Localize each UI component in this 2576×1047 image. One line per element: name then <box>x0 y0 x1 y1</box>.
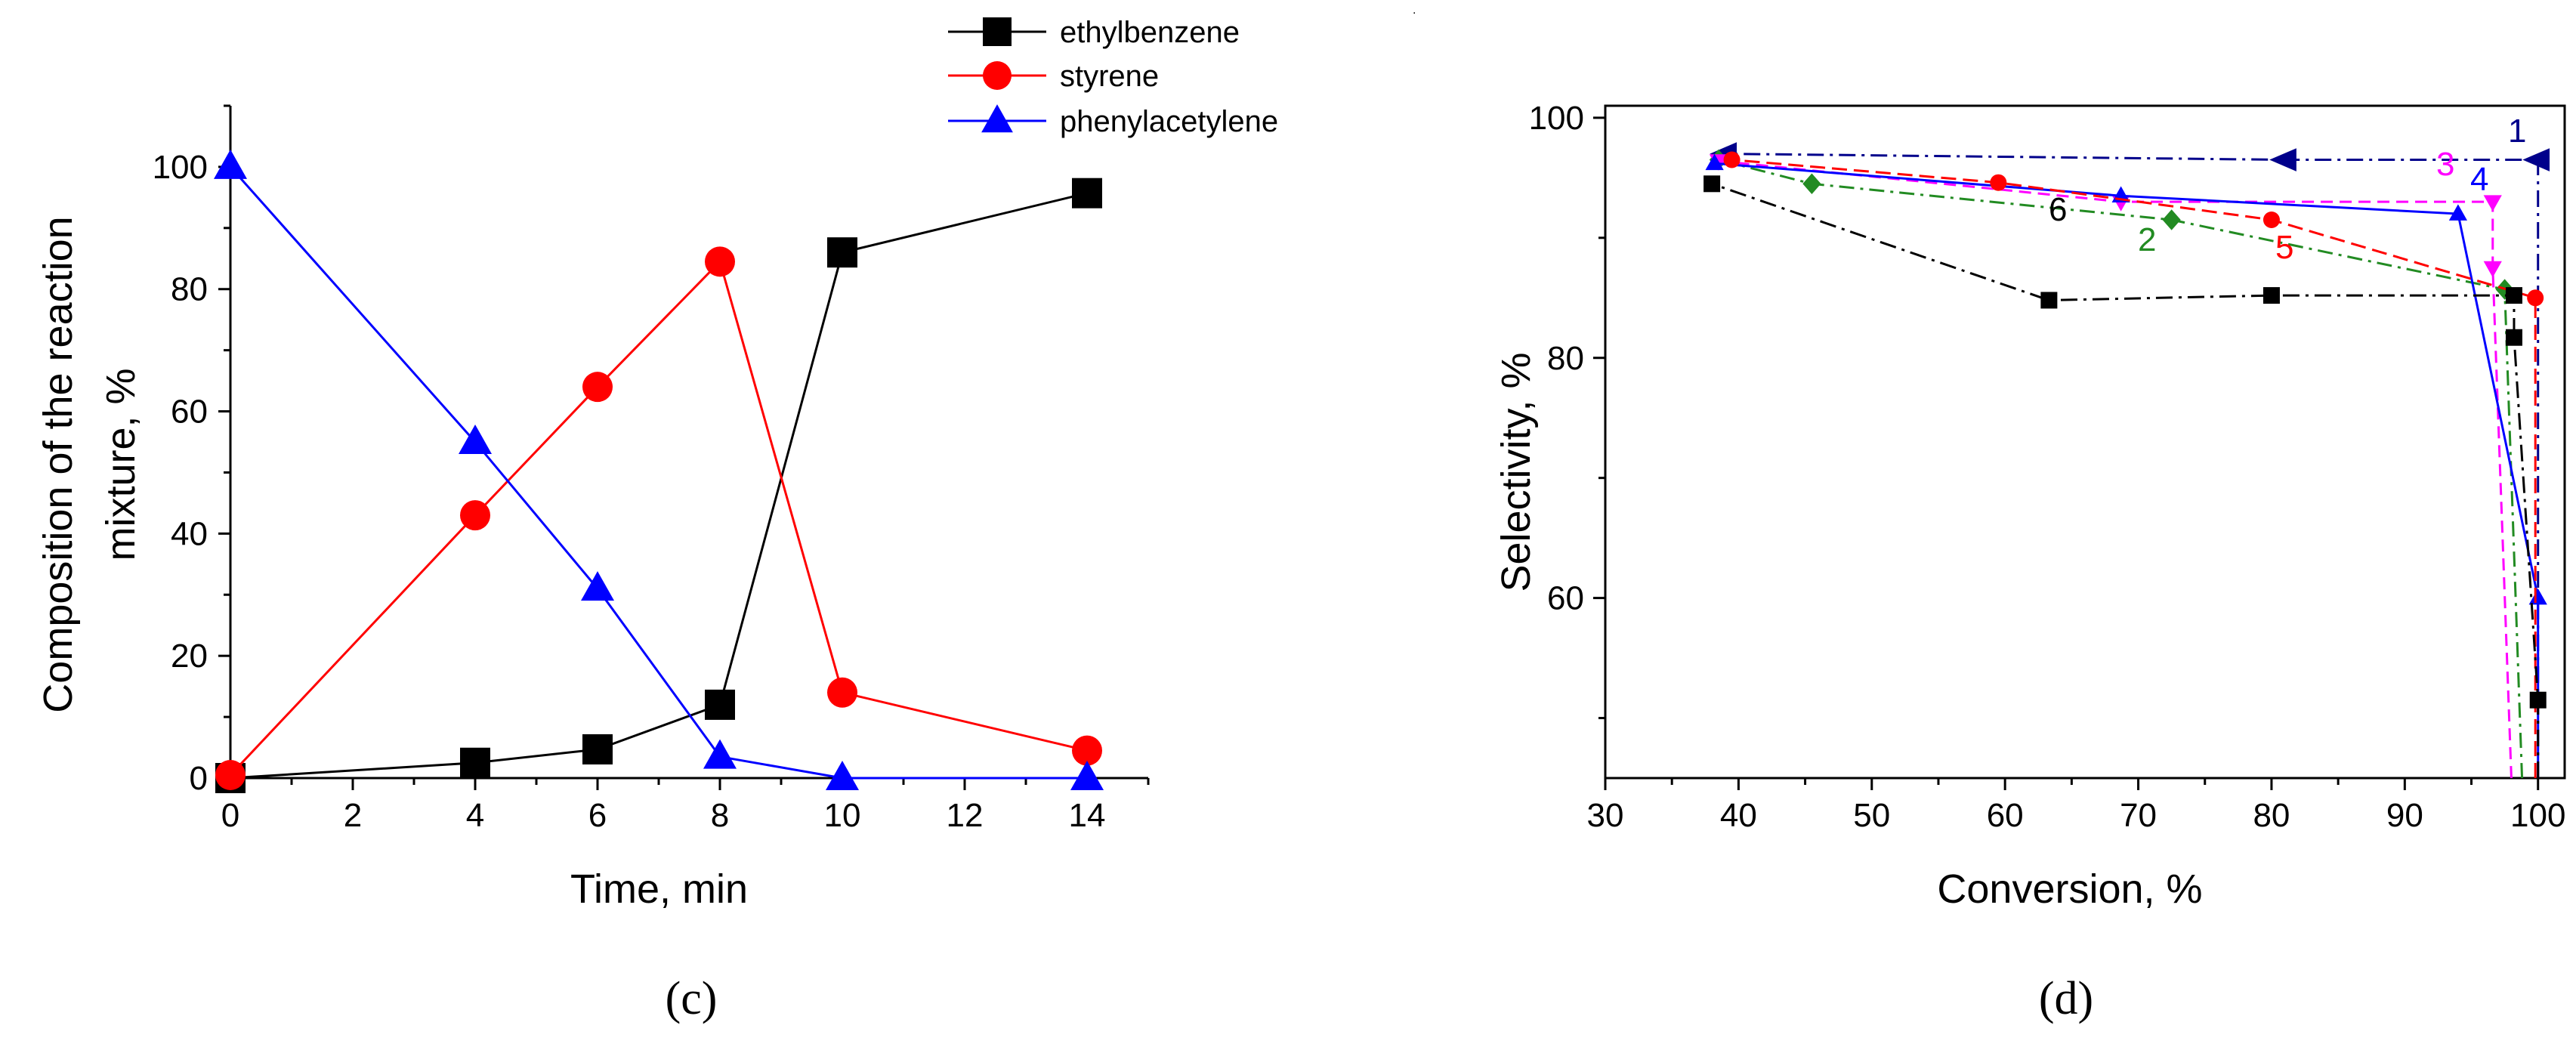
legend-label-styrene: styrene <box>1060 60 1159 93</box>
curve-line-1 <box>1725 153 2540 778</box>
x-tick-label: 14 <box>1069 797 1106 834</box>
y-tick-label: 40 <box>171 515 208 552</box>
chart-c: 0 2 4 6 8 10 12 14 0 20 40 60 80 100 Time, min Composit… <box>36 16 1278 1024</box>
point-styrene <box>582 372 613 403</box>
x-tick-label: 70 <box>2120 797 2157 834</box>
x-tick-label: 50 <box>1853 797 1890 834</box>
y-axis-label: Selectivity, % <box>1493 352 1539 591</box>
point-styrene <box>1072 735 1102 766</box>
series-line-ethylbenzene <box>230 192 1088 780</box>
point-phenylacetylene <box>1070 761 1104 790</box>
curve-point-2 <box>2162 209 2181 230</box>
legend-marker-phenylacetylene <box>981 104 1013 133</box>
curve-line-5 <box>1731 159 2537 778</box>
curve-point-6 <box>2505 287 2522 304</box>
y-tick-label: 100 <box>1529 100 1584 137</box>
x-tick-label: 0 <box>221 797 239 834</box>
curve-point-3 <box>2483 261 2502 278</box>
point-phenylacetylene <box>581 571 614 601</box>
legend-marker-ethylbenzene <box>983 17 1012 46</box>
curve-label-5: 5 <box>2275 229 2293 266</box>
curve-point-1 <box>2269 148 2296 171</box>
curve-point-5 <box>2527 289 2544 307</box>
x-tick-label: 30 <box>1587 797 1624 834</box>
point-phenylacetylene <box>703 739 737 769</box>
curve-point-4 <box>2528 588 2547 605</box>
point-phenylacetylene <box>214 149 247 179</box>
point-phenylacetylene <box>459 425 492 454</box>
curve-line-6 <box>1711 182 2540 778</box>
x-axis-label: Time, min <box>570 866 748 912</box>
x-tick-label: 4 <box>466 797 484 834</box>
point-ethylbenzene <box>1072 178 1102 208</box>
curve-line-3 <box>1718 159 2513 779</box>
y-tick-label: 0 <box>190 760 208 797</box>
panel-label-c: (c) <box>666 973 718 1024</box>
legend-label-ethylbenzene: ethylbenzene <box>1060 16 1240 49</box>
chart-d: 30 40 50 60 70 80 90 100 60 80 100 Conversion, % Sel… <box>1493 100 2566 1024</box>
point-ethylbenzene <box>705 689 735 720</box>
y-axis-label-line1: Composition of the reaction <box>36 216 81 712</box>
point-styrene <box>215 759 246 790</box>
x-tick-label: 10 <box>824 797 861 834</box>
panel-label-d: (d) <box>2039 973 2093 1024</box>
series-line-phenylacetylene <box>229 165 1087 780</box>
curve-point-3 <box>2483 195 2502 212</box>
curve-point-5 <box>2262 211 2280 228</box>
x-tick-label: 100 <box>2510 797 2565 834</box>
y-tick-label: 100 <box>153 149 208 186</box>
curve-point-4 <box>2448 204 2467 221</box>
y-tick-label: 60 <box>171 394 208 431</box>
legend-label-phenylacetylene: phenylacetylene <box>1060 105 1278 138</box>
x-tick-label: 40 <box>1720 797 1757 834</box>
point-styrene <box>460 500 490 531</box>
curve-label-3: 3 <box>2436 146 2454 183</box>
curve-point-6 <box>2505 329 2522 346</box>
x-tick-label: 12 <box>947 797 984 834</box>
plot-frame <box>1604 104 2566 780</box>
x-tick-label: 6 <box>588 797 607 834</box>
legend-marker-styrene <box>983 61 1012 90</box>
x-tick-label: 60 <box>1987 797 2024 834</box>
curve-point-6 <box>2262 287 2280 304</box>
curve-point-6 <box>2529 691 2547 709</box>
curve-label-2: 2 <box>2138 221 2156 258</box>
curve-point-6 <box>2040 292 2058 309</box>
curve-point-5 <box>1723 151 1740 168</box>
curve-label-1: 1 <box>2508 113 2526 150</box>
y-axis-label-line2: mixture, % <box>98 368 144 561</box>
curve-label-6: 6 <box>2049 191 2067 228</box>
y-tick-label: 20 <box>171 638 208 675</box>
x-tick-label: 2 <box>344 797 362 834</box>
x-tick-label: 8 <box>711 797 729 834</box>
curve-line-2 <box>1718 159 2524 779</box>
x-axis-label: Conversion, % <box>1937 866 2202 912</box>
curve-line-4 <box>1714 162 2540 778</box>
curve-label-4: 4 <box>2470 161 2488 198</box>
curve-point-2 <box>1802 173 1821 195</box>
point-phenylacetylene <box>826 761 859 790</box>
curve-point-1 <box>2522 148 2550 171</box>
curve-point-5 <box>1990 174 2007 191</box>
series-line-styrene <box>229 259 1088 776</box>
stray-mark: . <box>1413 4 1416 17</box>
curve-point-4 <box>1705 153 1724 171</box>
y-tick-label: 80 <box>171 271 208 308</box>
point-styrene <box>827 677 857 708</box>
point-ethylbenzene <box>460 747 490 778</box>
y-tick-label: 60 <box>1547 580 1584 617</box>
point-styrene <box>705 246 735 277</box>
y-tick-label: 80 <box>1547 340 1584 377</box>
point-ethylbenzene <box>582 734 613 764</box>
curve-point-6 <box>1703 175 1721 193</box>
point-ethylbenzene <box>827 237 857 268</box>
x-tick-label: 90 <box>2386 797 2423 834</box>
x-tick-label: 80 <box>2253 797 2290 834</box>
